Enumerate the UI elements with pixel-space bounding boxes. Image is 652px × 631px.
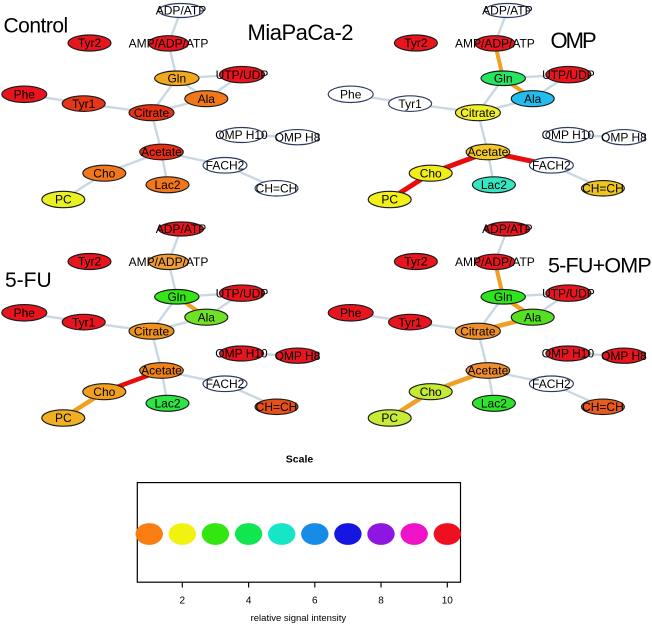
svg-text:Citrate: Citrate (460, 106, 496, 120)
svg-text:FACH2: FACH2 (532, 377, 571, 391)
svg-text:PC: PC (55, 193, 72, 207)
svg-text:FACH2: FACH2 (206, 377, 245, 391)
svg-text:2: 2 (180, 596, 186, 607)
svg-text:Control: Control (4, 15, 68, 38)
svg-text:Tyr2: Tyr2 (78, 255, 102, 269)
svg-text:UTP/UDP: UTP/UDP (542, 68, 595, 82)
svg-text:UTP/UDP: UTP/UDP (216, 286, 269, 300)
svg-text:AMP/ADP/ATP: AMP/ADP/ATP (455, 37, 535, 51)
svg-text:Tyr2: Tyr2 (404, 255, 428, 269)
svg-text:CH=CH: CH=CH (256, 400, 298, 414)
svg-text:Lac2: Lac2 (481, 397, 507, 411)
svg-text:Acetate: Acetate (468, 145, 509, 159)
svg-text:Ala: Ala (524, 310, 542, 324)
svg-text:Ala: Ala (198, 92, 216, 106)
svg-text:Phe: Phe (14, 88, 36, 102)
svg-text:CH=CH: CH=CH (582, 182, 624, 196)
svg-text:CH=CH: CH=CH (582, 400, 624, 414)
svg-text:Tyr2: Tyr2 (404, 36, 428, 50)
svg-text:UTP/UDP: UTP/UDP (216, 68, 269, 82)
svg-text:10: 10 (442, 596, 454, 607)
svg-text:Gln: Gln (167, 72, 186, 86)
svg-text:Acetate: Acetate (468, 364, 509, 378)
svg-text:Cho: Cho (420, 166, 442, 180)
svg-text:Phe: Phe (340, 88, 362, 102)
svg-text:Ala: Ala (524, 92, 542, 106)
svg-text:Citrate: Citrate (460, 324, 496, 338)
svg-text:UTP/UDP: UTP/UDP (542, 286, 595, 300)
svg-text:ADP/ATP: ADP/ATP (156, 222, 206, 236)
svg-text:Phe: Phe (340, 306, 362, 320)
svg-text:5-FU: 5-FU (5, 269, 52, 292)
svg-text:FACH2: FACH2 (532, 159, 571, 173)
svg-text:Cho: Cho (93, 166, 115, 180)
svg-text:Tyr2: Tyr2 (78, 36, 102, 50)
svg-text:PC: PC (55, 411, 72, 425)
svg-text:OMP H10: OMP H10 (215, 128, 268, 142)
svg-text:Cho: Cho (420, 385, 442, 399)
svg-text:ADP/ATP: ADP/ATP (482, 4, 532, 18)
svg-text:Citrate: Citrate (134, 324, 170, 338)
svg-text:AMP/ADP/ATP: AMP/ADP/ATP (129, 255, 209, 269)
svg-text:Tyr1: Tyr1 (72, 315, 96, 329)
svg-text:Gln: Gln (167, 290, 186, 304)
svg-text:Scale: Scale (286, 454, 314, 466)
svg-text:Phe: Phe (14, 306, 36, 320)
svg-text:OMP H8: OMP H8 (275, 349, 321, 363)
svg-text:Lac2: Lac2 (481, 178, 507, 192)
svg-text:OMP H10: OMP H10 (542, 128, 595, 142)
svg-text:OMP H10: OMP H10 (542, 347, 595, 361)
svg-text:Tyr1: Tyr1 (398, 315, 422, 329)
svg-text:4: 4 (246, 596, 252, 607)
svg-text:OMP H10: OMP H10 (215, 347, 268, 361)
svg-text:Gln: Gln (494, 72, 513, 86)
svg-text:PC: PC (381, 411, 398, 425)
svg-text:CH=CH: CH=CH (256, 182, 298, 196)
svg-text:Acetate: Acetate (141, 364, 182, 378)
svg-text:OMP: OMP (551, 28, 596, 53)
svg-text:relative signal intensity: relative signal intensity (251, 613, 347, 624)
svg-text:OMP H8: OMP H8 (275, 130, 321, 144)
svg-text:Citrate: Citrate (134, 106, 170, 120)
svg-text:ADP/ATP: ADP/ATP (482, 222, 532, 236)
svg-text:PC: PC (381, 193, 398, 207)
svg-text:5-FU+OMP: 5-FU+OMP (548, 253, 651, 277)
svg-text:MiaPaCa-2: MiaPaCa-2 (248, 20, 354, 45)
svg-text:OMP H8: OMP H8 (601, 130, 647, 144)
svg-text:OMP H8: OMP H8 (601, 349, 647, 363)
svg-text:FACH2: FACH2 (206, 159, 245, 173)
svg-text:AMP/ADP/ATP: AMP/ADP/ATP (455, 255, 535, 269)
svg-text:8: 8 (378, 596, 384, 607)
svg-text:ADP/ATP: ADP/ATP (156, 4, 206, 18)
svg-text:Lac2: Lac2 (154, 397, 180, 411)
svg-text:Lac2: Lac2 (154, 178, 180, 192)
svg-text:Tyr1: Tyr1 (72, 97, 96, 111)
svg-text:6: 6 (312, 596, 318, 607)
svg-text:Ala: Ala (198, 310, 216, 324)
svg-text:Tyr1: Tyr1 (398, 97, 422, 111)
svg-text:AMP/ADP/ATP: AMP/ADP/ATP (129, 37, 209, 51)
svg-text:Gln: Gln (494, 290, 513, 304)
svg-text:Cho: Cho (93, 385, 115, 399)
svg-text:Acetate: Acetate (141, 145, 182, 159)
